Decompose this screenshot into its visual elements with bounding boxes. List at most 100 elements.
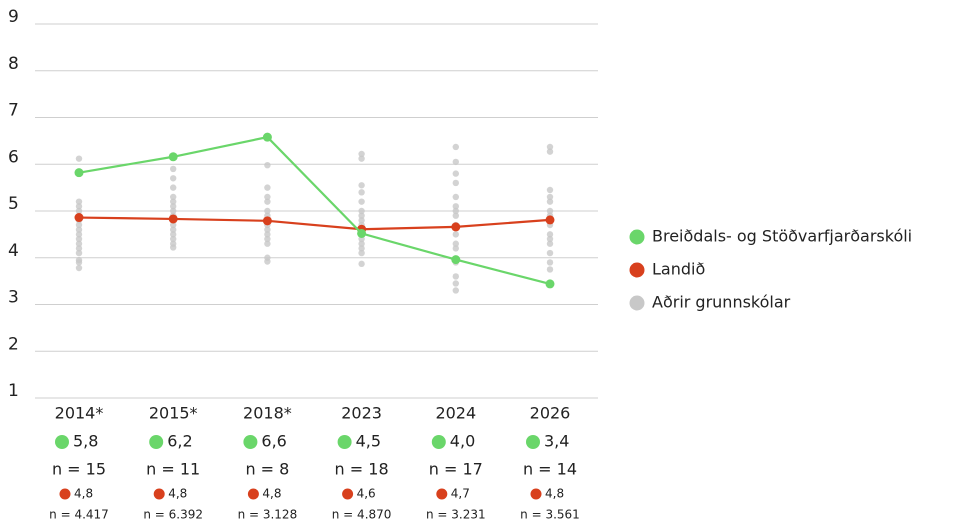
y-tick-label: 1 <box>8 381 19 401</box>
other-school-dot <box>358 249 365 257</box>
other-school-dot <box>452 143 459 151</box>
other-school-dot <box>264 240 271 247</box>
other-school-dot <box>452 158 459 166</box>
value-label-dot <box>59 488 71 500</box>
other-school-dot <box>546 143 554 151</box>
n-label: n = 8 <box>245 460 289 479</box>
other-school-dot <box>452 280 459 287</box>
legend-swatch <box>629 262 645 278</box>
value-label: 4,8 <box>262 487 281 501</box>
n-label: n = 3.128 <box>238 508 298 522</box>
value-label: 5,8 <box>73 432 98 451</box>
other-school-dot <box>75 249 83 257</box>
other-school-dot <box>546 193 554 201</box>
series-dot <box>262 132 272 142</box>
other-school-dot <box>264 207 271 215</box>
series-dot <box>545 215 555 225</box>
value-label: 4,6 <box>357 487 376 501</box>
value-label: 4,8 <box>545 487 564 501</box>
other-school-dot <box>170 175 177 182</box>
other-school-dot <box>546 266 554 273</box>
other-school-dot <box>358 260 365 268</box>
series-dot <box>451 255 461 265</box>
y-tick-label: 6 <box>8 147 19 167</box>
legend-label: Aðrir grunnskólar <box>652 293 791 312</box>
value-label-dot <box>530 488 542 500</box>
series-dot <box>262 216 272 226</box>
other-school-dot <box>452 212 459 219</box>
other-school-dot <box>546 235 554 243</box>
other-school-dot <box>170 235 177 243</box>
value-label: 6,2 <box>167 432 192 451</box>
value-label: 4,0 <box>450 432 475 451</box>
series-dot <box>451 222 461 232</box>
n-label: n = 14 <box>523 460 577 479</box>
other-school-dot <box>75 198 83 205</box>
value-label: 4,8 <box>168 487 187 501</box>
x-tick-label: 2023 <box>341 404 382 423</box>
other-school-dot <box>170 193 177 201</box>
other-school-dot <box>452 203 459 210</box>
other-school-dot <box>546 198 554 205</box>
other-school-dot <box>75 264 83 272</box>
value-label: 6,6 <box>261 432 286 451</box>
value-label: 4,8 <box>74 487 93 501</box>
x-tick-label: 2014* <box>55 404 104 423</box>
n-label: n = 3.231 <box>426 508 486 522</box>
value-label-dot <box>526 435 540 449</box>
value-label: 4,5 <box>356 432 381 451</box>
value-label-dot <box>436 488 448 500</box>
other-school-dot <box>264 235 271 243</box>
other-school-dot <box>75 203 83 210</box>
other-school-dot <box>170 165 177 173</box>
other-school-dot <box>452 273 459 280</box>
other-school-dot <box>264 258 271 265</box>
other-school-dot <box>264 226 271 233</box>
other-school-dot <box>170 198 177 205</box>
y-tick-label: 9 <box>8 7 19 27</box>
other-school-dot <box>546 240 554 247</box>
other-school-dot <box>170 184 177 191</box>
other-school-dot <box>358 240 365 247</box>
value-label-dot <box>431 435 446 449</box>
series-dot <box>168 214 178 224</box>
other-school-dot <box>358 245 365 252</box>
value-label: 4,7 <box>451 487 470 501</box>
other-school-dot <box>358 150 365 158</box>
legend-swatch <box>629 229 645 245</box>
other-school-dot <box>358 217 365 224</box>
other-school-dot <box>170 226 177 233</box>
legend-label: Landið <box>652 260 705 279</box>
other-school-dot <box>264 161 271 169</box>
value-label-dot <box>342 488 354 500</box>
x-tick-label: 2018* <box>243 404 292 423</box>
other-school-dot <box>358 212 365 219</box>
n-label: n = 3.561 <box>520 508 580 522</box>
n-label: n = 18 <box>335 460 389 479</box>
legend-label: Breiðdals- og Stöðvarfjarðarskóli <box>652 227 912 246</box>
other-school-dot <box>75 207 83 215</box>
value-label: 3,4 <box>544 432 569 451</box>
value-label-dot <box>247 488 259 500</box>
other-school-dot <box>546 186 554 194</box>
y-tick-label: 7 <box>8 101 19 121</box>
series-dot <box>74 168 84 178</box>
other-school-dot <box>170 207 177 215</box>
n-label: n = 17 <box>429 460 483 479</box>
other-school-dot <box>452 287 459 294</box>
other-school-dot <box>546 207 554 215</box>
other-school-dot <box>170 244 177 251</box>
value-label-dot <box>55 435 69 449</box>
n-label: n = 11 <box>146 460 200 479</box>
other-school-dot <box>358 155 365 162</box>
series-line <box>78 216 551 231</box>
other-school-dot <box>264 184 271 191</box>
other-school-dot <box>452 245 459 252</box>
other-school-dot <box>546 231 554 238</box>
y-tick-label: 5 <box>8 194 19 214</box>
other-school-dot <box>452 207 459 215</box>
n-label: n = 4.870 <box>332 508 392 522</box>
series-line <box>78 135 551 285</box>
other-school-dot <box>170 203 177 210</box>
